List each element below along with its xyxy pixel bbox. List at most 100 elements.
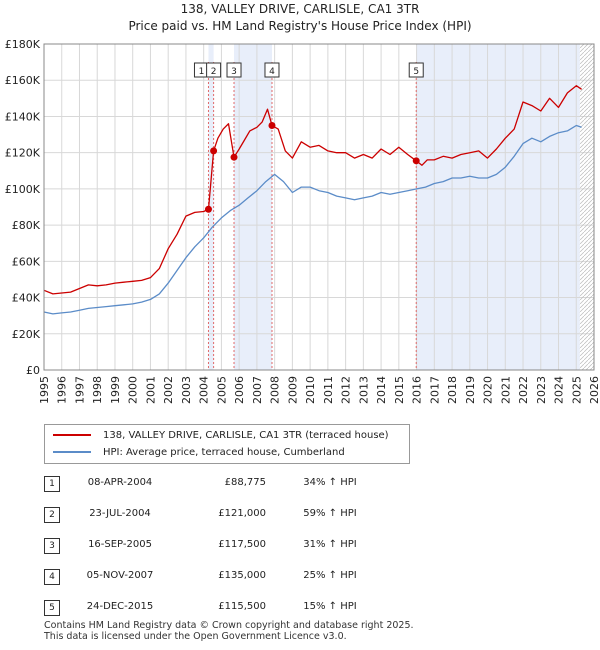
x-tick-label: 2001 bbox=[144, 376, 157, 404]
marker-box bbox=[264, 62, 280, 78]
transaction-date: 05-NOV-2007 bbox=[86, 570, 154, 581]
marker-label: 3 bbox=[231, 67, 237, 77]
price-chart: 1 2 3 4 5 £0 £20K £40K £60K £80K £100K £120K £140K £1… bbox=[5, 38, 600, 404]
y-tick-label: £60K bbox=[12, 255, 41, 268]
legend-swatch-hpi bbox=[53, 451, 91, 453]
table-row: 3 16-SEP-2005 £117,500 31% ↑ HPI bbox=[44, 534, 384, 565]
plot-border bbox=[43, 43, 595, 371]
legend-swatch-price-paid bbox=[53, 434, 91, 436]
transaction-point bbox=[230, 153, 238, 161]
x-tick-label: 2014 bbox=[375, 376, 388, 404]
x-tick-label: 2012 bbox=[340, 376, 353, 404]
y-tick-label: £80K bbox=[12, 219, 41, 232]
marker-label: 2 bbox=[211, 67, 217, 77]
transaction-point bbox=[210, 147, 218, 155]
marker-box bbox=[408, 62, 424, 78]
footer-line2: This data is licensed under the Open Gov… bbox=[44, 631, 347, 642]
x-tick-label: 2003 bbox=[180, 376, 193, 404]
x-tick-label: 2016 bbox=[411, 376, 424, 404]
x-tick-label: 2005 bbox=[215, 376, 228, 404]
y-tick-label: £140K bbox=[5, 110, 41, 123]
marker-label: 4 bbox=[269, 67, 275, 77]
transaction-number: 3 bbox=[44, 538, 60, 554]
x-tick-label: 2008 bbox=[269, 376, 282, 404]
price-paid-line bbox=[43, 85, 582, 295]
x-tick-label: 1998 bbox=[91, 376, 104, 404]
x-tick-label: 2004 bbox=[198, 376, 211, 404]
x-tick-label: 2023 bbox=[535, 376, 548, 404]
x-tick-label: 2006 bbox=[233, 376, 246, 404]
x-tick-label: 2022 bbox=[517, 376, 530, 404]
legend-item-hpi: HPI: Average price, terraced house, Cumb… bbox=[53, 444, 345, 460]
transaction-number: 2 bbox=[44, 507, 60, 523]
x-tick-label: 2018 bbox=[446, 376, 459, 404]
x-tick-label: 2007 bbox=[251, 376, 264, 404]
table-row: 1 08-APR-2004 £88,775 34% ↑ HPI bbox=[44, 472, 384, 503]
marker-label: 1 bbox=[199, 67, 205, 77]
transaction-price: £121,000 bbox=[218, 508, 266, 519]
x-tick-label: 2015 bbox=[393, 376, 406, 404]
chart-title-line2: Price paid vs. HM Land Registry's House … bbox=[128, 19, 472, 33]
transaction-price: £135,000 bbox=[218, 570, 266, 581]
transaction-date: 24-DEC-2015 bbox=[86, 601, 154, 612]
y-tick-label: £20K bbox=[12, 328, 41, 341]
x-tick-label: 2025 bbox=[570, 376, 583, 404]
x-tick-label: 1999 bbox=[109, 376, 122, 404]
transaction-hpi-change: 31% ↑ HPI bbox=[303, 539, 357, 550]
shaded-period bbox=[416, 44, 580, 370]
x-tick-label: 2013 bbox=[357, 376, 370, 404]
marker-box bbox=[226, 62, 242, 78]
x-tick-label: 2024 bbox=[553, 376, 566, 404]
transaction-price: £117,500 bbox=[218, 539, 266, 550]
x-tick-label: 1997 bbox=[73, 376, 86, 404]
x-tick-label: 2011 bbox=[322, 376, 335, 404]
y-tick-label: £40K bbox=[12, 292, 41, 305]
marker-box bbox=[206, 62, 222, 78]
transactions-table: 1 08-APR-2004 £88,775 34% ↑ HPI 2 23-JUL… bbox=[44, 472, 384, 627]
transaction-date: 08-APR-2004 bbox=[87, 477, 153, 488]
marker-label: 5 bbox=[413, 67, 419, 77]
transaction-number: 1 bbox=[44, 476, 60, 492]
transaction-hpi-change: 59% ↑ HPI bbox=[303, 508, 357, 519]
footer-attribution: Contains HM Land Registry data © Crown c… bbox=[44, 620, 414, 642]
transaction-number: 5 bbox=[44, 600, 60, 616]
x-tick-label: 2010 bbox=[304, 376, 317, 404]
y-tick-label: £120K bbox=[5, 147, 41, 160]
transaction-point bbox=[204, 205, 212, 213]
legend-item-price-paid: 138, VALLEY DRIVE, CARLISLE, CA1 3TR (te… bbox=[53, 427, 389, 443]
x-tick-label: 2019 bbox=[464, 376, 477, 404]
transaction-point bbox=[412, 157, 420, 165]
y-tick-label: £100K bbox=[5, 183, 41, 196]
transaction-price: £115,500 bbox=[218, 601, 266, 612]
x-tick-label: 2021 bbox=[499, 376, 512, 404]
y-tick-label: £160K bbox=[5, 74, 41, 87]
transaction-point bbox=[268, 122, 276, 129]
shaded-period bbox=[234, 44, 272, 370]
x-tick-label: 2009 bbox=[286, 376, 299, 404]
transaction-hpi-change: 15% ↑ HPI bbox=[303, 601, 357, 612]
forecast-region bbox=[579, 44, 594, 370]
x-tick-label: 2020 bbox=[482, 376, 495, 404]
table-row: 5 24-DEC-2015 £115,500 15% ↑ HPI bbox=[44, 596, 384, 627]
chart-title-line1: 138, VALLEY DRIVE, CARLISLE, CA1 3TR bbox=[180, 2, 420, 16]
x-tick-label: 2000 bbox=[127, 376, 140, 404]
transaction-date: 16-SEP-2005 bbox=[88, 539, 152, 550]
transaction-hpi-change: 34% ↑ HPI bbox=[303, 477, 357, 488]
hpi-line bbox=[43, 124, 582, 315]
x-tick-label: 2026 bbox=[588, 376, 600, 404]
x-tick-label: 2017 bbox=[428, 376, 441, 404]
footer-line1: Contains HM Land Registry data © Crown c… bbox=[44, 620, 414, 631]
y-tick-label: £0 bbox=[26, 364, 40, 377]
transaction-date: 23-JUL-2004 bbox=[89, 508, 151, 519]
transaction-number: 4 bbox=[44, 569, 60, 585]
table-row: 4 05-NOV-2007 £135,000 25% ↑ HPI bbox=[44, 565, 384, 596]
legend-label-hpi: HPI: Average price, terraced house, Cumb… bbox=[103, 446, 345, 458]
x-tick-label: 2002 bbox=[162, 376, 175, 404]
transaction-hpi-change: 25% ↑ HPI bbox=[303, 570, 357, 581]
table-row: 2 23-JUL-2004 £121,000 59% ↑ HPI bbox=[44, 503, 384, 534]
legend: 138, VALLEY DRIVE, CARLISLE, CA1 3TR (te… bbox=[44, 424, 410, 464]
y-tick-label: £180K bbox=[5, 38, 41, 51]
transaction-price: £88,775 bbox=[224, 477, 266, 488]
legend-label-price-paid: 138, VALLEY DRIVE, CARLISLE, CA1 3TR (te… bbox=[103, 429, 389, 441]
x-tick-label: 1995 bbox=[38, 376, 51, 404]
